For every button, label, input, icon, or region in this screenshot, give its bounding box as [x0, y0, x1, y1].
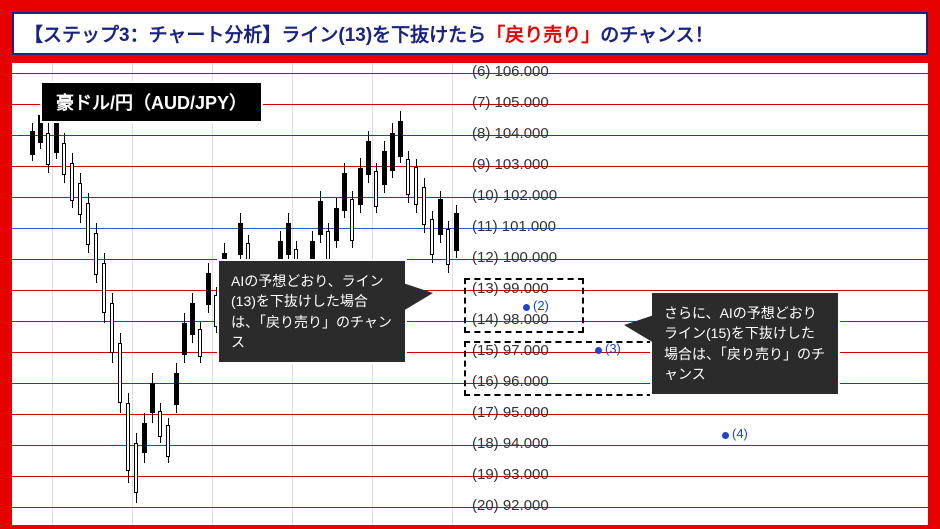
candle [176, 363, 177, 413]
candle [384, 141, 385, 193]
candle [408, 151, 409, 203]
wave-dot [595, 347, 602, 354]
callout: さらに、AIの予想どおりライン(15)を下抜けした場合は、「戻り売り」のチャンス [650, 291, 840, 396]
price-label: (8) 104.000 [472, 125, 549, 142]
candle [360, 158, 361, 213]
candle [48, 123, 49, 173]
candle [120, 333, 121, 413]
price-label: (7) 105.000 [472, 94, 549, 111]
candle [152, 373, 153, 423]
chart-container: (6) 106.000 (7) 105.000 (8) 104.000 (9) 103… [12, 63, 928, 525]
price-gridline [12, 228, 928, 229]
outer-frame: 【ステップ3：チャート分析】ライン(13)を下抜けたら「戻り売り」のチャンス！ … [0, 0, 940, 529]
candle [336, 198, 337, 248]
price-label: (17) 95.000 [472, 404, 549, 421]
candle [88, 193, 89, 253]
price-gridline [12, 197, 928, 198]
candle [64, 133, 65, 183]
candle [144, 413, 145, 463]
candle [440, 191, 441, 243]
candle [456, 205, 457, 258]
candle [376, 163, 377, 213]
title-bar: 【ステップ3：チャート分析】ライン(13)を下抜けたら「戻り売り」のチャンス！ [12, 12, 928, 55]
price-gridline [12, 259, 928, 260]
vgrid-line [452, 63, 453, 525]
price-gridline [12, 135, 928, 136]
price-gridline [12, 73, 928, 74]
candle [136, 433, 137, 503]
price-gridline [12, 507, 928, 508]
callout: AIの予想どおり、ライン(13)を下抜けした場合は、「戻り売り」のチャンス [217, 259, 407, 364]
candle [128, 393, 129, 483]
callout-pointer-icon [403, 283, 433, 311]
candle [424, 178, 425, 233]
wave-dot [722, 432, 729, 439]
candle [320, 191, 321, 243]
price-label: (9) 103.000 [472, 156, 549, 173]
candle [80, 173, 81, 223]
candle [432, 211, 433, 263]
candle [400, 111, 401, 163]
candle [184, 313, 185, 363]
price-gridline [12, 166, 928, 167]
price-label: (11) 101.000 [472, 218, 556, 235]
price-label: (10) 102.000 [472, 187, 557, 204]
title-main: ライン(13)を下抜けたら「戻り売り」のチャンス！ [281, 25, 713, 46]
title-prefix: 【ステップ3：チャート分析】 [24, 25, 281, 46]
vgrid-line [52, 63, 53, 525]
candle [368, 131, 369, 183]
candle [200, 321, 201, 363]
price-gridline [12, 414, 928, 415]
candle [352, 191, 353, 248]
price-label: (12) 100.000 [472, 249, 557, 266]
candle [344, 163, 345, 218]
wave-label: (3) [605, 341, 621, 356]
wave-dot [523, 304, 530, 311]
pair-badge: 豪ドル/円（AUD/JPY） [40, 81, 263, 123]
candle [112, 293, 113, 363]
candle [192, 293, 193, 343]
price-gridline [12, 445, 928, 446]
callout-pointer-icon [624, 315, 654, 343]
candle [104, 253, 105, 323]
price-label: (18) 94.000 [472, 435, 549, 452]
candle [160, 403, 161, 443]
price-label: (19) 93.000 [472, 466, 549, 483]
candle [240, 213, 241, 263]
wave-label: (2) [533, 298, 549, 313]
candle [72, 153, 73, 208]
candle [32, 123, 33, 161]
candle [392, 123, 393, 178]
candle [168, 418, 169, 463]
candle [208, 263, 209, 313]
wave-label: (4) [732, 426, 748, 441]
price-label: (20) 92.000 [472, 497, 549, 514]
vgrid-line [212, 63, 213, 525]
price-gridline [12, 476, 928, 477]
candle [96, 223, 97, 283]
candle [416, 159, 417, 213]
vgrid-line [132, 63, 133, 525]
candle [448, 221, 449, 273]
candle [288, 213, 289, 263]
price-label: (6) 106.000 [472, 63, 549, 80]
